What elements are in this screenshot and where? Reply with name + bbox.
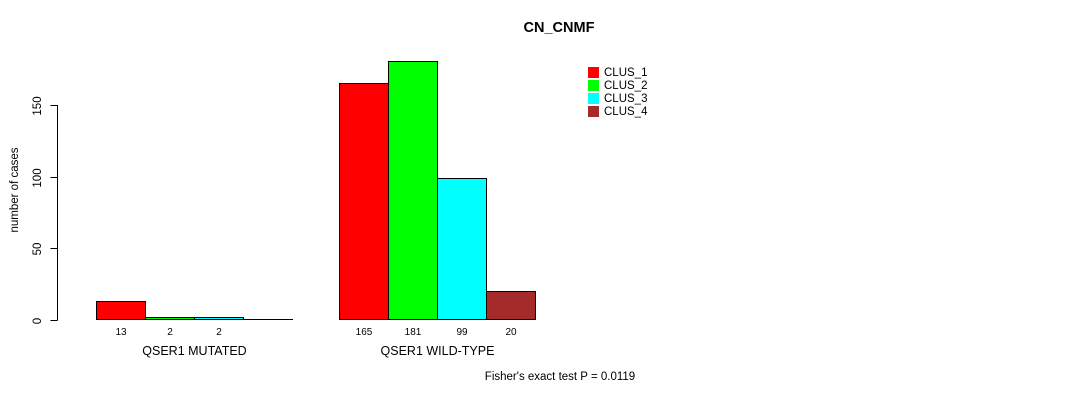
y-tick-label: 100 xyxy=(32,168,44,188)
bar-clus_2-2 xyxy=(388,61,438,320)
bar-value-label: 2 xyxy=(216,327,222,338)
chart-title: CN_CNMF xyxy=(523,20,595,36)
legend-item-clus_1: CLUS_1 xyxy=(588,66,647,79)
bar-clus_3-2 xyxy=(437,178,487,320)
bar-clus_1-2 xyxy=(339,83,389,320)
bar-value-label: 165 xyxy=(355,327,373,338)
legend-swatch-icon xyxy=(588,80,599,91)
bar-clus_4-2 xyxy=(486,291,536,320)
legend-label: CLUS_4 xyxy=(604,105,648,118)
bar-clus_1-1 xyxy=(96,301,146,320)
legend-swatch-icon xyxy=(588,93,599,104)
legend-item-clus_4: CLUS_4 xyxy=(588,105,647,118)
annotation-text: Fisher's exact test P = 0.0119 xyxy=(484,371,636,383)
legend-item-clus_2: CLUS_2 xyxy=(588,79,647,92)
y-tick-label: 150 xyxy=(32,96,44,116)
bar-value-label: 99 xyxy=(456,327,468,338)
bar-clus_4-1 xyxy=(243,319,293,320)
legend-swatch-icon xyxy=(588,67,599,78)
legend-label: CLUS_3 xyxy=(604,92,648,105)
bar-clus_3-1 xyxy=(194,317,244,320)
legend-label: CLUS_1 xyxy=(604,66,648,79)
bar-value-label: 20 xyxy=(505,327,517,338)
legend: CLUS_1 CLUS_2 CLUS_3 CLUS_4 xyxy=(588,66,647,118)
y-tick-label: 50 xyxy=(32,242,44,256)
bar-value-label: 13 xyxy=(115,327,127,338)
legend-item-clus_3: CLUS_3 xyxy=(588,92,647,105)
legend-swatch-icon xyxy=(588,106,599,117)
bar-value-label: 2 xyxy=(167,327,173,338)
bar-clus_2-1 xyxy=(145,317,195,320)
bar-value-label: 181 xyxy=(404,327,422,338)
group-label: QSER1 MUTATED xyxy=(142,344,247,358)
legend-label: CLUS_2 xyxy=(604,79,648,92)
group-label: QSER1 WILD-TYPE xyxy=(380,344,495,358)
y-tick-label: 0 xyxy=(32,317,44,325)
